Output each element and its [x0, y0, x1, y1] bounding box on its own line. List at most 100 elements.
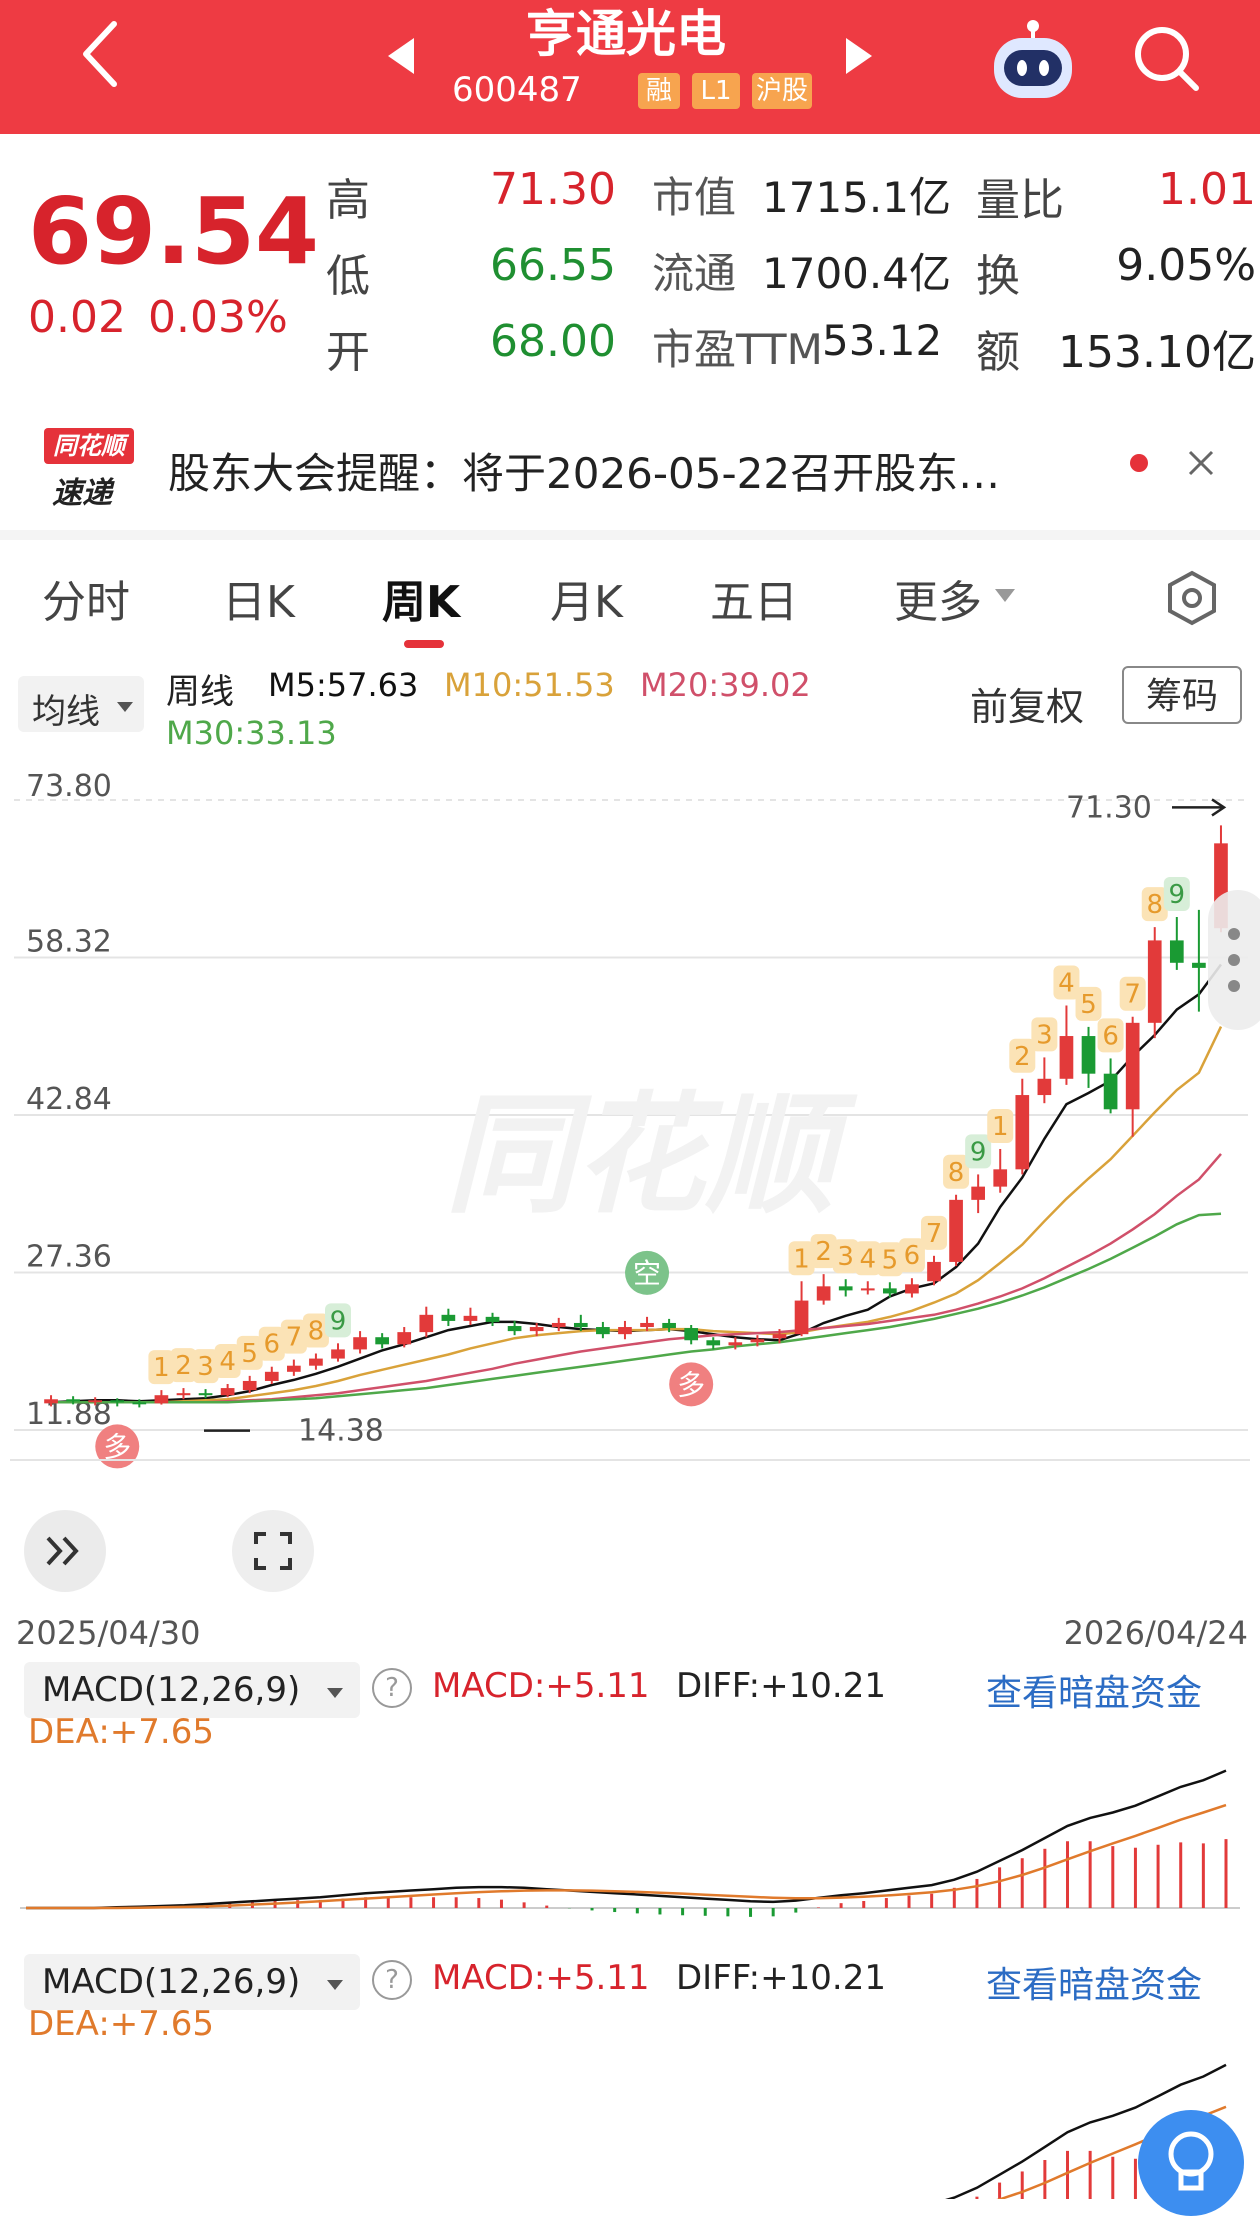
- notice-bar[interactable]: 同花顺 速递 股东大会提醒：将于2026-05-22召开股东…: [0, 408, 1260, 528]
- td-sequence-tag: [810, 1234, 837, 1269]
- td-sequence-tag: [1163, 877, 1190, 912]
- td-sequence-number: 9: [970, 1137, 987, 1167]
- tab-weekly-k[interactable]: 周K: [382, 577, 461, 628]
- dark-pool-link[interactable]: 查看暗盘资金: [986, 1965, 1203, 2006]
- candle-body: [927, 1261, 941, 1282]
- notice-text[interactable]: 股东大会提醒：将于2026-05-22召开股东…: [168, 449, 1001, 498]
- ma5-value: M5:57.63: [268, 666, 419, 704]
- diff-value: DIFF:+10.21: [676, 1666, 886, 1706]
- signal-text: 空: [633, 1257, 661, 1290]
- amount-label: 额: [976, 327, 1020, 378]
- macd-chart-2[interactable]: [0, 2032, 1260, 2199]
- side-more-menu-icon[interactable]: [1208, 890, 1260, 1030]
- price-change-pct: 0.03%: [148, 292, 288, 343]
- macd-help-icon[interactable]: ?: [372, 1668, 412, 1708]
- macd-help-icon[interactable]: ?: [372, 1960, 412, 2000]
- dark-pool-link[interactable]: 查看暗盘资金: [986, 1673, 1203, 1714]
- td-sequence-number: 1: [793, 1244, 810, 1274]
- price-change: 0.02: [28, 292, 126, 343]
- settings-hexagon-icon[interactable]: [1164, 570, 1220, 630]
- amount-value: 153.10亿: [1058, 327, 1256, 378]
- macd-selector[interactable]: MACD(12,26,9): [24, 1662, 360, 1718]
- expand-chart-icon[interactable]: [24, 1510, 106, 1592]
- td-sequence-tag: [987, 1108, 1014, 1143]
- candle-body: [1037, 1078, 1052, 1096]
- tab-more[interactable]: 更多: [894, 577, 982, 628]
- td-sequence-tag: [832, 1239, 859, 1274]
- y-tick-label: 73.80: [26, 769, 112, 804]
- crop-range-icon[interactable]: [232, 1510, 314, 1592]
- tab-daily-k[interactable]: 日K: [222, 577, 295, 628]
- td-sequence-tag: [302, 1313, 329, 1348]
- high-value: 71.30: [490, 164, 616, 215]
- candle-body: [728, 1342, 743, 1346]
- ma-line-m10: [51, 1026, 1223, 1404]
- float-cap-label: 流通: [652, 249, 737, 298]
- candle-body: [905, 1284, 919, 1294]
- candle-body: [529, 1327, 544, 1332]
- close-icon[interactable]: [1186, 448, 1216, 482]
- next-stock-icon[interactable]: [842, 36, 874, 80]
- min-price-label: 14.38: [298, 1414, 384, 1449]
- y-tick-label: 58.32: [26, 925, 112, 960]
- lightbulb-tips-icon[interactable]: [1138, 2110, 1244, 2216]
- candle-body: [331, 1349, 345, 1359]
- candle-body: [971, 1186, 985, 1200]
- volume-ratio-label: 量比: [976, 175, 1064, 226]
- unread-dot: [1130, 454, 1148, 472]
- candle-body: [176, 1393, 191, 1396]
- td-sequence-tag: [214, 1344, 241, 1379]
- ma-selector[interactable]: 均线: [18, 676, 144, 732]
- dropdown-caret-icon: [326, 1684, 344, 1703]
- td-sequence-tag: [854, 1241, 881, 1276]
- pe-ttm-label: 市盈TTM: [652, 325, 823, 374]
- candle-body: [750, 1339, 765, 1343]
- chips-button[interactable]: 筹码: [1122, 666, 1242, 724]
- x-axis-start-date: 2025/04/30: [16, 1614, 201, 1652]
- long-signal-badge: [669, 1362, 714, 1407]
- signal-text: 多: [677, 1368, 705, 1401]
- candle-body: [551, 1322, 566, 1328]
- candle-body: [1015, 1095, 1030, 1170]
- candle-body: [353, 1337, 367, 1350]
- macd-selector[interactable]: MACD(12,26,9): [24, 1954, 360, 2010]
- td-sequence-tag: [965, 1134, 992, 1169]
- turnover-value: 9.05%: [1116, 240, 1256, 291]
- divider: [0, 530, 1260, 540]
- candle-body: [1103, 1073, 1118, 1110]
- td-sequence-tag: [325, 1303, 351, 1338]
- search-icon[interactable]: [1132, 24, 1202, 98]
- candle-body: [1192, 962, 1206, 968]
- dropdown-caret-icon: [326, 1976, 344, 1995]
- volume-ratio-value: 1.01: [1158, 164, 1256, 215]
- candle-body: [860, 1288, 875, 1291]
- td-sequence-tag: [943, 1154, 970, 1189]
- header-bar: 亨通光电 600487 融 L1 沪股: [0, 0, 1260, 134]
- td-sequence-number: 8: [1146, 890, 1163, 920]
- turnover-label: 换: [976, 251, 1020, 302]
- tab-monthly-k[interactable]: 月K: [550, 577, 623, 628]
- prev-stock-icon[interactable]: [386, 36, 418, 80]
- candle-body: [596, 1327, 610, 1335]
- candle-body: [132, 1402, 147, 1405]
- candle-body: [640, 1322, 654, 1328]
- macd-chart-1[interactable]: [0, 1740, 1260, 1930]
- market-cap-value: 1715.1亿: [762, 173, 951, 222]
- level1-badge: L1: [692, 73, 740, 109]
- ma30-value: M30:33.13: [166, 714, 337, 752]
- td-sequence-number: 4: [1058, 969, 1075, 999]
- td-sequence-number: 6: [264, 1330, 281, 1360]
- td-sequence-tag: [898, 1238, 925, 1273]
- ma10-value: M10:51.53: [444, 666, 615, 704]
- tab-intraday[interactable]: 分时: [42, 577, 130, 628]
- adjust-mode-label[interactable]: 前复权: [970, 685, 1085, 729]
- tab-five-day[interactable]: 五日: [710, 577, 798, 628]
- back-icon[interactable]: [78, 14, 128, 94]
- max-arrow-head-icon: [1211, 798, 1227, 817]
- candle-body: [1147, 940, 1162, 1023]
- robot-assistant-icon[interactable]: [988, 18, 1078, 106]
- td-sequence-number: 2: [1014, 1042, 1031, 1072]
- candle-body: [662, 1322, 676, 1329]
- candle-body: [463, 1315, 478, 1321]
